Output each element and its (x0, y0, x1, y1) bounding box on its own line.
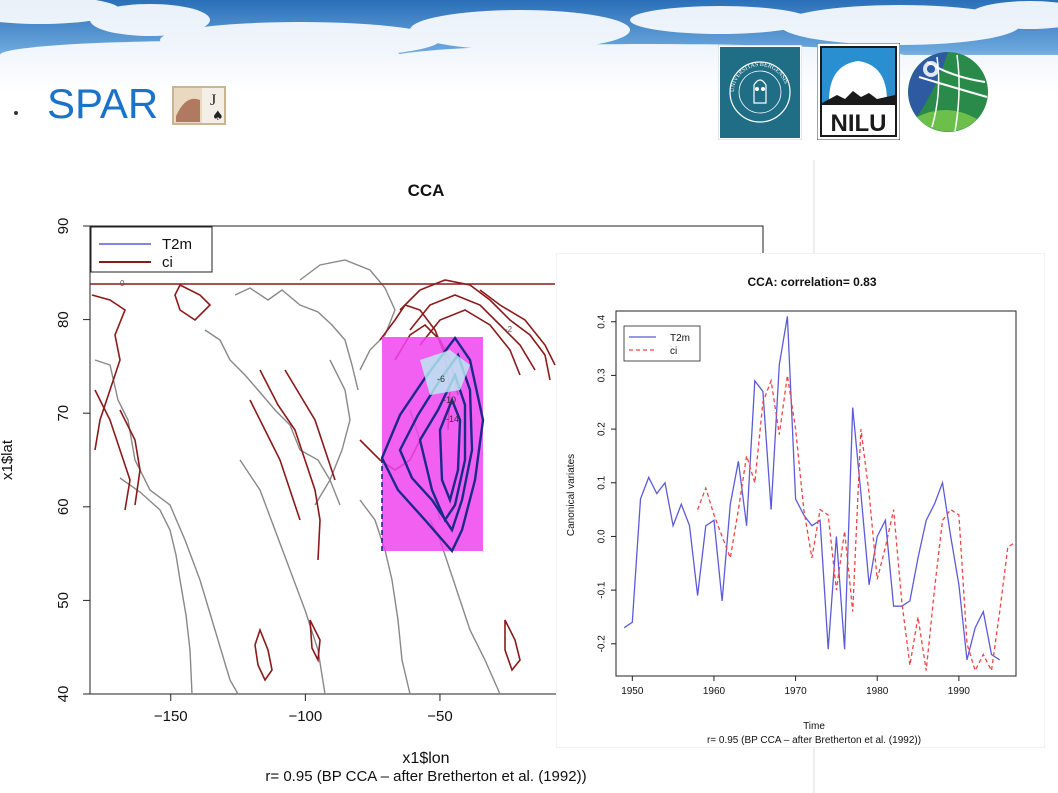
map-y-tick-label: 70 (55, 405, 72, 422)
map-y-tick-label: 90 (55, 218, 72, 235)
ts-axes: 1950 1960 1970 1980 1990 -0.2 -0.1 0.0 0.1 0.2 0.3… (597, 314, 971, 697)
map-title: CCA (408, 181, 445, 200)
bullet-point (14, 111, 18, 115)
map-y-tick-label: 60 (55, 498, 72, 515)
ts-x-tick-label: 1990 (948, 686, 971, 697)
series-line-t2m (623, 316, 1001, 661)
ts-legend: T2m ci (623, 325, 701, 362)
ts-x-tick-label: 1970 (784, 686, 807, 697)
ts-y-tick-label: -0.1 (597, 581, 608, 599)
contour-label: -14 (446, 414, 459, 424)
ts-caption: r= 0.95 (BP CCA – after Bretherton et al… (707, 735, 921, 746)
canonical-variates-chart: CCA: correlation= 0.83 1950 1960 1970 1980 1… (556, 253, 1045, 748)
svg-text:♠: ♠ (212, 109, 224, 124)
slide-heading: SPAR (47, 80, 159, 127)
ts-y-tick-label: 0.2 (597, 422, 608, 436)
ts-y-tick-label: 0.3 (597, 368, 608, 382)
ts-y-tick-label: 0.1 (597, 475, 608, 489)
ts-ylabel: Canonical variates (566, 454, 577, 536)
contour-label: -10 (443, 395, 456, 405)
map-y-tick-label: 80 (55, 311, 72, 328)
nilu-logo-text: NILU (831, 110, 887, 137)
playing-card-icon: J ♠ (172, 86, 226, 125)
map-x-tick-label: −50 (427, 708, 452, 725)
ts-plot-area (615, 310, 1017, 677)
legend-label-ci: ci (162, 254, 173, 271)
ts-xlabel: Time (803, 721, 825, 732)
ts-series-group (623, 316, 1017, 673)
nilu-logo: NILU (817, 43, 900, 140)
contour-label: 0 (120, 279, 125, 288)
ts-y-tick-label: -0.2 (597, 635, 608, 653)
contour-label: -6 (437, 374, 445, 384)
ts-x-tick-label: 1960 (703, 686, 726, 697)
series-line-ci (696, 375, 1017, 673)
map-y-tick-label: 40 (55, 686, 72, 703)
map-legend: T2m ci (90, 226, 213, 273)
ts-y-tick-label: 0.0 (597, 529, 608, 543)
globe-logo (908, 52, 988, 132)
ts-y-tick-label: 0.4 (597, 314, 608, 328)
ts-x-tick-label: 1980 (866, 686, 889, 697)
card-label: J (210, 92, 216, 109)
map-y-tick-label: 50 (55, 592, 72, 609)
ts-title: CCA: correlation= 0.83 (747, 275, 876, 289)
map-caption: r= 0.95 (BP CCA – after Bretherton et al… (265, 768, 586, 785)
university-seal-logo: UNIVERSITAS BERGENSIS (718, 45, 802, 140)
ts-legend-label-ci: ci (670, 346, 677, 357)
map-x-tick-label: −100 (288, 708, 322, 725)
map-xlabel: x1$lon (402, 750, 449, 767)
contour-label: -2 (505, 325, 513, 334)
ts-legend-label-t2m: T2m (670, 333, 690, 344)
legend-label-t2m: T2m (162, 236, 192, 253)
map-x-tick-label: −150 (154, 708, 188, 725)
ts-x-tick-label: 1950 (621, 686, 644, 697)
map-ylabel: x1$lat (0, 439, 16, 480)
